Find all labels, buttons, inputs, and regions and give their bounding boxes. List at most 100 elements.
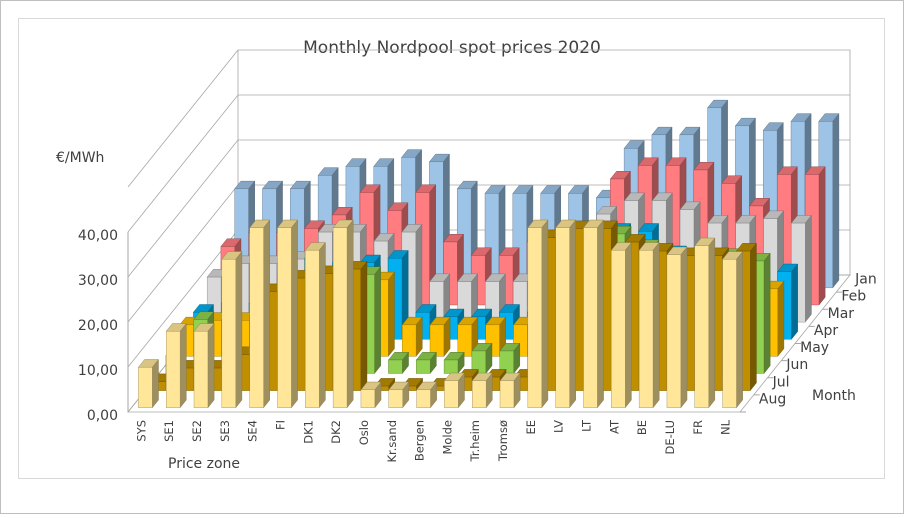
bar-front [611, 250, 626, 408]
bar [471, 342, 493, 375]
y-axis-label: €/MWh [56, 150, 104, 166]
bar [277, 219, 298, 409]
bar [401, 316, 423, 357]
bar-side [818, 166, 826, 306]
bar-front [388, 389, 403, 408]
x-tick-label: SE3 [218, 420, 232, 442]
bar-front [277, 227, 292, 408]
bar [388, 351, 409, 375]
chart-title: Monthly Nordpool spot prices 2020 [303, 38, 601, 58]
bar-front [429, 324, 445, 357]
bar-side [597, 219, 604, 409]
bar-front [388, 359, 403, 374]
x-tick-label: EE [524, 420, 538, 435]
bar-front [666, 254, 682, 408]
bar-front [249, 227, 264, 408]
x-tick-label: LT [580, 419, 594, 432]
x-tick-label: FR [691, 420, 705, 435]
x-tick-label: Tr.heim [468, 420, 482, 462]
bar [137, 358, 159, 409]
bar-side [152, 358, 159, 409]
bar-side [625, 241, 632, 409]
y-tick-label: 10,00 [78, 363, 118, 379]
bar-front [555, 227, 570, 408]
bar-front [332, 227, 348, 408]
bar-front [499, 380, 515, 408]
x-tick-label: NL [719, 419, 733, 435]
bar [638, 241, 660, 409]
grid-line [127, 139, 850, 278]
bar-front [193, 331, 209, 408]
bar-side [263, 219, 270, 409]
bar-front [527, 227, 542, 408]
bar-front [138, 367, 153, 408]
bar-front [401, 324, 417, 357]
bar-front [443, 359, 459, 374]
bar [694, 237, 716, 409]
bar-front [416, 389, 431, 408]
series [137, 219, 744, 409]
bar-front [694, 245, 709, 408]
bar-front [638, 250, 654, 408]
bar-side [569, 219, 576, 409]
bar-side [805, 214, 812, 323]
y-tick-label: 0,00 [87, 408, 118, 424]
x-tick-label: DE-LU [663, 420, 677, 455]
bar-side [750, 242, 757, 392]
bar [249, 219, 271, 409]
bar-side [235, 250, 243, 409]
depth-label: Jul [772, 374, 790, 390]
depth-label: Mar [828, 306, 855, 322]
bar [555, 219, 577, 409]
bar-side [291, 219, 298, 409]
x-tick-label: Tromsø [496, 420, 510, 462]
bar [527, 219, 549, 409]
depth-label: Jan [854, 272, 877, 288]
depth-label: Aug [759, 391, 786, 407]
y-tick-label: 20,00 [78, 318, 118, 334]
y-tick-label: 40,00 [78, 228, 118, 244]
bar-front [722, 259, 737, 408]
depth-label: Feb [841, 289, 866, 305]
bar-side [388, 271, 395, 357]
x-tick-label: SE1 [162, 420, 176, 442]
bar [304, 241, 326, 409]
bar [388, 381, 410, 409]
bar [499, 342, 521, 375]
x-tick-label: DK1 [301, 420, 315, 444]
bar [165, 322, 187, 409]
bar-side [346, 219, 354, 409]
x-tick-label: SE2 [190, 420, 204, 442]
bar-side [777, 280, 785, 357]
grid-line [127, 94, 850, 233]
bar-side [763, 252, 771, 375]
bar [499, 372, 521, 409]
bar [443, 351, 465, 375]
depth-label: May [800, 340, 829, 356]
bar-side [680, 246, 688, 409]
bar-side [791, 263, 798, 340]
side-wall-edge [127, 49, 239, 188]
x-tick-label: LV [552, 420, 566, 433]
bar [666, 246, 688, 409]
bar [416, 381, 438, 409]
x-tick-label: Molde [440, 420, 454, 455]
bar-side [832, 113, 840, 289]
bar-front [444, 380, 459, 408]
bar [415, 351, 437, 375]
bar-front [457, 324, 472, 357]
y-tick-label: 30,00 [78, 273, 118, 289]
bar-side [207, 322, 215, 409]
bar-side [179, 322, 187, 409]
bar [221, 250, 243, 409]
bar [443, 372, 465, 409]
bar [471, 372, 493, 409]
x-tick-label: BE [635, 420, 649, 435]
bar-side [374, 266, 381, 375]
bar-front [305, 250, 320, 408]
bar [332, 219, 354, 409]
x-tick-label: DK2 [329, 420, 343, 444]
bar-side [319, 241, 326, 409]
